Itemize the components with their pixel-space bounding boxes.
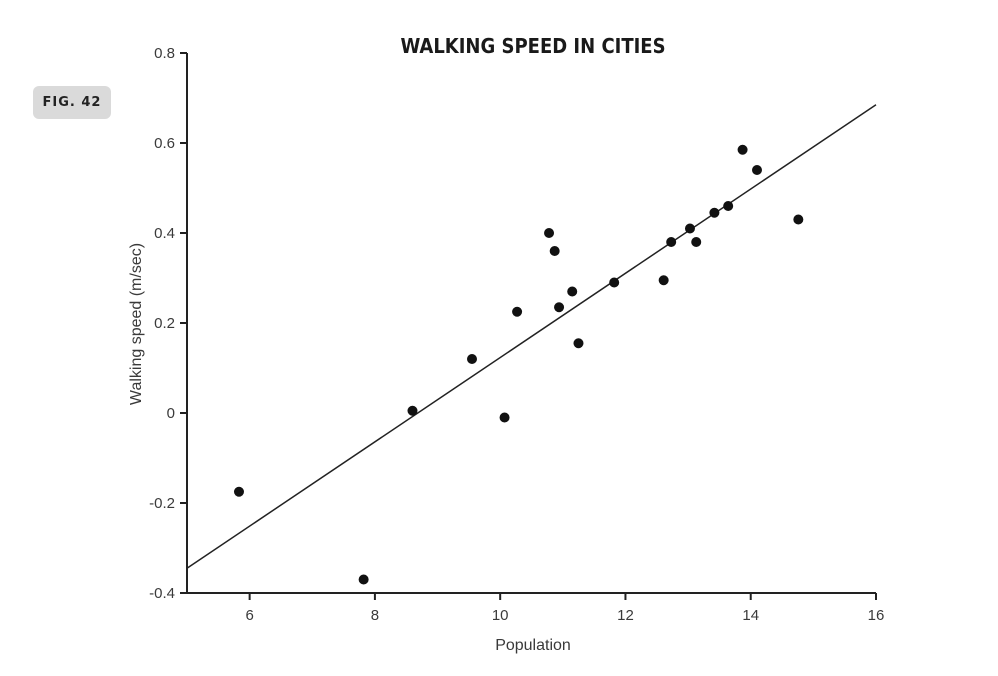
data-point bbox=[609, 277, 620, 288]
data-point bbox=[499, 412, 510, 423]
data-point bbox=[549, 246, 560, 256]
y-tick-label: -0.4 bbox=[149, 585, 175, 602]
tick-marks: -0.4 -0.2 0 0.2 0.4 0.6 0.8 6 8 10 12 14 16 bbox=[149, 45, 884, 624]
data-point bbox=[567, 286, 578, 297]
y-axis-label: Walking speed (m/sec) bbox=[128, 243, 145, 405]
data-point bbox=[751, 165, 762, 175]
data-point bbox=[512, 306, 523, 317]
figure-label: FIG. 42 bbox=[42, 95, 102, 110]
data-point bbox=[554, 302, 565, 313]
y-tick-label: 0.4 bbox=[154, 225, 175, 242]
x-tick-label: 12 bbox=[617, 607, 634, 624]
y-tick-label: 0.6 bbox=[154, 135, 175, 152]
data-point bbox=[658, 275, 669, 286]
x-tick-label: 14 bbox=[742, 607, 759, 624]
x-tick-label: 8 bbox=[371, 607, 379, 624]
data-point bbox=[723, 201, 734, 211]
trendline bbox=[186, 104, 877, 569]
data-point bbox=[709, 207, 720, 218]
trendline-layer bbox=[186, 104, 877, 569]
data-point bbox=[407, 405, 418, 416]
y-tick-label: 0.8 bbox=[154, 45, 175, 62]
data-point bbox=[666, 237, 677, 247]
data-point bbox=[684, 223, 695, 234]
y-tick-label: 0.2 bbox=[154, 315, 175, 332]
x-tick-label: 6 bbox=[245, 607, 253, 624]
data-point bbox=[737, 144, 748, 155]
chart-title: WALKING SPEED IN CITIES bbox=[400, 34, 665, 58]
data-point bbox=[793, 214, 804, 225]
figure-label-badge: FIG. 42 bbox=[33, 86, 111, 119]
data-point bbox=[573, 338, 584, 349]
data-point bbox=[691, 237, 702, 247]
axes bbox=[186, 53, 876, 594]
data-point bbox=[544, 228, 555, 238]
data-points bbox=[233, 144, 804, 585]
x-tick-label: 10 bbox=[492, 607, 509, 624]
x-tick-label: 16 bbox=[868, 607, 885, 624]
y-tick-label: -0.2 bbox=[149, 495, 175, 512]
data-point bbox=[233, 486, 244, 497]
x-axis-label: Population bbox=[495, 637, 571, 654]
data-point bbox=[358, 574, 369, 585]
data-point bbox=[466, 354, 477, 364]
y-tick-label: 0 bbox=[167, 405, 175, 422]
